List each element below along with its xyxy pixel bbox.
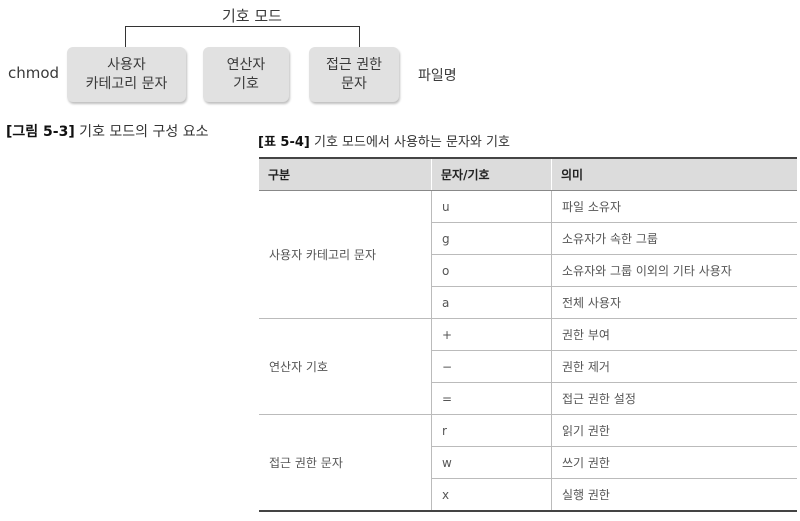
- symbol-cell: u: [431, 190, 552, 223]
- mode-label: 기호 모드: [222, 7, 282, 25]
- symbol-table: 구분 문자/기호 의미 사용자 카테고리 문자 u 파일 소유자 g 소유자가 …: [259, 157, 797, 512]
- category-box-line2: 카테고리 문자: [85, 75, 168, 92]
- meaning-cell: 읽기 권한: [551, 414, 797, 447]
- table-row: w 쓰기 권한: [259, 446, 797, 479]
- meaning-cell: 소유자와 그룹 이외의 기타 사용자: [551, 254, 797, 287]
- symbol-cell: +: [431, 318, 552, 351]
- mode-bracket: [125, 26, 360, 49]
- symbol-cell: x: [431, 478, 552, 512]
- symbol-cell: −: [431, 350, 552, 383]
- table-row: g 소유자가 속한 그룹: [259, 222, 797, 255]
- category-cell: 접근 권한 문자: [259, 414, 432, 512]
- symbol-cell: g: [431, 222, 552, 255]
- table-row: o 소유자와 그룹 이외의 기타 사용자: [259, 254, 797, 287]
- table-caption-text: 기호 모드에서 사용하는 문자와 기호: [309, 135, 510, 150]
- access-box: 접근 권한 문자: [309, 47, 399, 102]
- operator-box: 연산자 기호: [203, 47, 289, 102]
- figure-caption-text: 기호 모드의 구성 요소: [74, 124, 209, 140]
- category-box-line1: 사용자: [107, 56, 146, 73]
- header-symbol: 문자/기호: [431, 157, 552, 191]
- meaning-cell: 권한 부여: [551, 318, 797, 351]
- access-box-line1: 접근 권한: [326, 56, 382, 73]
- figure-caption-number: [그림 5-3]: [6, 124, 75, 140]
- table-caption: [표 5-4] 기호 모드에서 사용하는 문자와 기호: [258, 131, 510, 150]
- operator-box-line2: 기호: [233, 75, 259, 92]
- filename-label: 파일명: [418, 68, 457, 84]
- category-cell: 연산자 기호: [259, 318, 432, 415]
- figure-caption: [그림 5-3] 기호 모드의 구성 요소: [6, 121, 208, 141]
- meaning-cell: 쓰기 권한: [551, 446, 797, 479]
- meaning-cell: 전체 사용자: [551, 286, 797, 319]
- symbol-cell: a: [431, 286, 552, 319]
- meaning-cell: 권한 제거: [551, 350, 797, 383]
- table-row: 접근 권한 문자 r 읽기 권한: [259, 414, 797, 512]
- symbol-cell: =: [431, 382, 552, 415]
- table-caption-number: [표 5-4]: [258, 135, 310, 150]
- table-row: 연산자 기호 + 권한 부여: [259, 318, 797, 415]
- category-cell: 사용자 카테고리 문자: [259, 190, 432, 319]
- symbol-cell: w: [431, 446, 552, 479]
- category-box: 사용자 카테고리 문자: [67, 47, 186, 102]
- symbol-cell: o: [431, 254, 552, 287]
- meaning-cell: 소유자가 속한 그룹: [551, 222, 797, 255]
- header-category: 구분: [259, 157, 432, 191]
- table-row: x 실행 권한: [259, 478, 797, 512]
- access-box-line2: 문자: [341, 75, 367, 92]
- command-label: chmod: [8, 64, 60, 82]
- meaning-cell: 접근 권한 설정: [551, 382, 797, 415]
- table-row: − 권한 제거: [259, 350, 797, 383]
- table-row: a 전체 사용자: [259, 286, 797, 319]
- header-meaning: 의미: [551, 157, 797, 191]
- table-row: 사용자 카테고리 문자 u 파일 소유자: [259, 190, 797, 319]
- symbol-cell: r: [431, 414, 552, 447]
- meaning-cell: 실행 권한: [551, 478, 797, 512]
- meaning-cell: 파일 소유자: [551, 190, 797, 223]
- operator-box-line1: 연산자: [226, 56, 266, 73]
- table-row: = 접근 권한 설정: [259, 382, 797, 415]
- table-header-row: 구분 문자/기호 의미: [259, 157, 797, 191]
